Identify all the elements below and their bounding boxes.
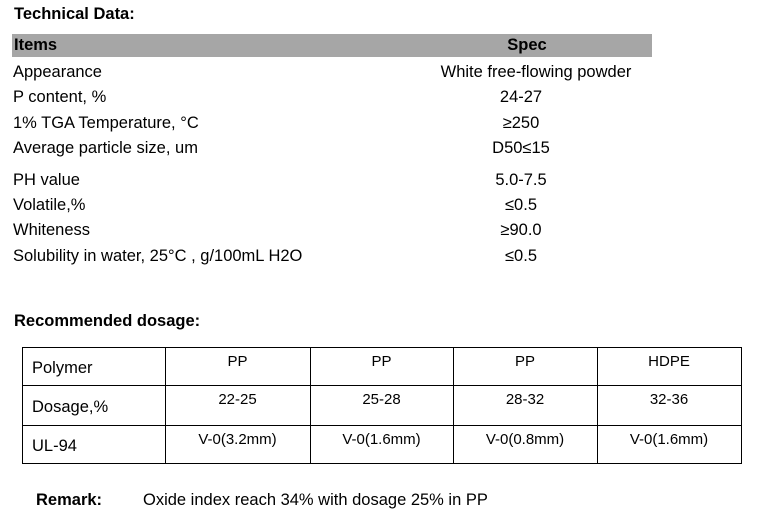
cell-value: PP: [514, 353, 536, 370]
item-label: PH value: [13, 171, 80, 189]
item-label: 1% TGA Temperature, °C: [13, 114, 199, 132]
section-title: Technical Data:: [14, 5, 135, 23]
cell-value: PP: [371, 353, 392, 370]
cell-value: V-0(1.6mm): [342, 431, 421, 448]
table-cell: [597, 425, 742, 464]
item-label: Solubility in water, 25°C , g/100mL H2O: [13, 247, 303, 265]
row-label: Dosage,%: [32, 398, 109, 416]
item-label: Whiteness: [13, 221, 91, 239]
cell-value: V-0(0.8mm): [485, 431, 565, 448]
item-label: Appearance: [13, 63, 102, 81]
header-bar: [12, 34, 652, 57]
spec-value: ≥90.0: [500, 221, 542, 239]
spec-value: 5.0-7.5: [495, 171, 547, 189]
spec-value: ≤0.5: [505, 247, 537, 265]
spec-value: 24-27: [499, 88, 543, 106]
row-label: Polymer: [32, 359, 93, 377]
remark-text: Oxide index reach 34% with dosage 25% in…: [143, 491, 488, 509]
cell-value: HDPE: [648, 353, 690, 370]
cell-value: PP: [227, 353, 248, 370]
section-title: Recommended dosage:: [14, 312, 201, 330]
cell-value: 28-32: [505, 391, 545, 408]
spec-value: ≤0.5: [505, 196, 537, 214]
spec-value: D50≤15: [492, 139, 550, 157]
cell-value: V-0(3.2mm): [198, 431, 277, 448]
column-header: Items: [14, 36, 58, 54]
cell-value: 25-28: [362, 391, 401, 408]
item-label: Volatile,%: [13, 196, 86, 214]
cell-value: 22-25: [218, 391, 257, 408]
spec-value: ≥250: [502, 114, 540, 132]
item-label: Average particle size, um: [13, 139, 198, 157]
column-header: Spec: [507, 36, 547, 54]
spec-value: White free-flowing powder: [440, 63, 632, 81]
remark-label: Remark:: [36, 491, 103, 509]
cell-value: V-0(1.6mm): [629, 431, 709, 448]
row-label: UL-94: [32, 437, 77, 455]
cell-value: 32-36: [649, 391, 689, 408]
item-label: P content, %: [13, 88, 107, 106]
